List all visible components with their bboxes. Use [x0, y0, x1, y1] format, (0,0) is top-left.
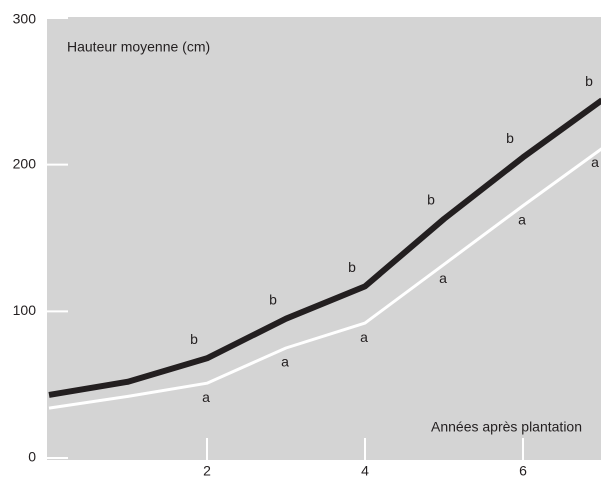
- point-label: b: [585, 73, 593, 89]
- y-tick-label: 300: [13, 11, 37, 27]
- data-line: [48, 97, 601, 398]
- point-label: a: [591, 154, 599, 170]
- y-tick-label: 100: [13, 302, 37, 318]
- point-label: b: [190, 331, 198, 347]
- point-label: a: [360, 329, 368, 345]
- point-label: b: [269, 291, 277, 307]
- x-tick-label: 2: [203, 463, 211, 479]
- point-label: b: [427, 192, 435, 208]
- y-tick-label: 0: [28, 449, 36, 465]
- point-label: a: [518, 211, 526, 227]
- x-axis-title: Années après plantation: [431, 419, 582, 435]
- plot-background: [47, 17, 601, 460]
- x-tick-label: 4: [361, 463, 369, 479]
- point-label: a: [281, 354, 289, 370]
- point-label: b: [348, 259, 356, 275]
- point-label: a: [202, 389, 210, 405]
- y-tick-label: 200: [13, 155, 37, 171]
- point-label: b: [506, 130, 514, 146]
- x-tick-label: 6: [519, 463, 527, 479]
- point-label: a: [439, 270, 447, 286]
- data-line: [48, 147, 601, 410]
- y-axis-title: Hauteur moyenne (cm): [67, 39, 210, 55]
